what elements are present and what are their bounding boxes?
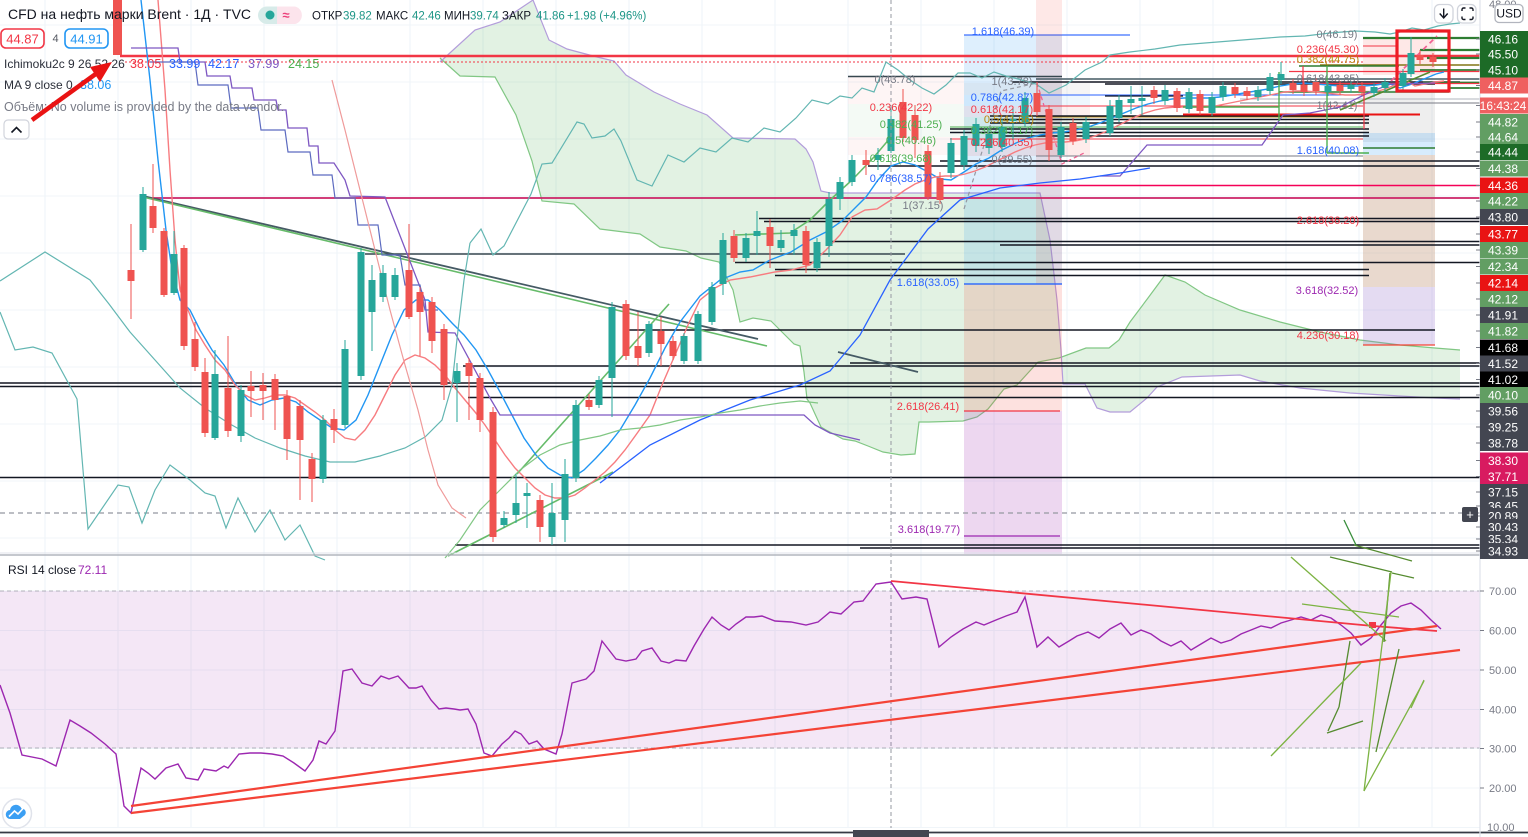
svg-text:37.15: 37.15 <box>1488 486 1518 500</box>
svg-text:0.618(43.85): 0.618(43.85) <box>1297 73 1359 85</box>
svg-text:44.22: 44.22 <box>1488 195 1518 209</box>
svg-text:41.68: 41.68 <box>1488 341 1518 355</box>
svg-text:3.618(32.52): 3.618(32.52) <box>1296 285 1358 297</box>
svg-text:50.00: 50.00 <box>1489 665 1517 677</box>
svg-text:0(46.19): 0(46.19) <box>1317 29 1358 41</box>
svg-text:0.236(42.22): 0.236(42.22) <box>870 102 932 114</box>
svg-text:+: + <box>1466 507 1474 522</box>
svg-text:60.00: 60.00 <box>1489 626 1517 638</box>
svg-text:0.382(41.17): 0.382(41.17) <box>971 125 1033 137</box>
svg-text:1(37.15): 1(37.15) <box>903 200 944 212</box>
svg-text:10.00: 10.00 <box>1487 822 1515 834</box>
svg-text:44.38: 44.38 <box>1488 162 1518 176</box>
svg-text:41.52: 41.52 <box>1488 357 1518 371</box>
svg-text:33.99: 33.99 <box>169 57 200 71</box>
svg-text:MA 9 close 0: MA 9 close 0 <box>4 78 73 92</box>
svg-text:1(43.78): 1(43.78) <box>992 76 1033 88</box>
svg-text:34.93: 34.93 <box>1488 545 1518 559</box>
svg-text:43.80: 43.80 <box>1488 211 1518 225</box>
svg-text:0.236(40.55): 0.236(40.55) <box>971 137 1033 149</box>
svg-text:43.39: 43.39 <box>1488 244 1518 258</box>
svg-text:20.00: 20.00 <box>1489 783 1517 795</box>
svg-text:38.05: 38.05 <box>130 57 161 71</box>
svg-text:41.86: 41.86 <box>536 11 565 23</box>
svg-text:41.82: 41.82 <box>1488 325 1518 339</box>
svg-text:0.618(42.17): 0.618(42.17) <box>971 104 1033 116</box>
svg-text:44.82: 44.82 <box>1488 116 1518 130</box>
svg-text:44.87: 44.87 <box>6 32 39 47</box>
svg-text:16:43:24: 16:43:24 <box>1480 99 1527 113</box>
svg-text:37.99: 37.99 <box>248 57 279 71</box>
svg-text:0.786(42.87): 0.786(42.87) <box>971 92 1033 104</box>
svg-text:40.00: 40.00 <box>1489 705 1517 717</box>
svg-text:USD: USD <box>1496 7 1522 21</box>
svg-text:46.16: 46.16 <box>1488 33 1518 47</box>
svg-text:RSI 14 close: RSI 14 close <box>8 563 76 577</box>
svg-text:0.5(40.46): 0.5(40.46) <box>886 135 936 147</box>
svg-text:CFD на нефть марки Brent · 1Д: CFD на нефть марки Brent · 1Д · TVC <box>8 6 251 22</box>
svg-text:3.618(19.77): 3.618(19.77) <box>898 524 960 536</box>
svg-text:0.382(44.75): 0.382(44.75) <box>1297 54 1359 66</box>
svg-text:30.00: 30.00 <box>1489 744 1517 756</box>
svg-text:0(39.55): 0(39.55) <box>992 154 1033 166</box>
svg-text:38.78: 38.78 <box>1488 437 1518 451</box>
svg-text:42.17: 42.17 <box>208 57 239 71</box>
svg-text:44.36: 44.36 <box>1488 179 1518 193</box>
svg-text:42.34: 42.34 <box>1488 260 1518 274</box>
svg-text:41.91: 41.91 <box>1488 309 1518 323</box>
svg-text:0.236(45.30): 0.236(45.30) <box>1297 44 1359 56</box>
svg-text:45.50: 45.50 <box>1488 48 1518 62</box>
svg-text:Объём: No volume is provided b: Объём: No volume is provided by the data… <box>4 100 284 114</box>
svg-text:72.11: 72.11 <box>78 563 107 577</box>
svg-text:0.786(38.57): 0.786(38.57) <box>870 173 932 185</box>
svg-text:40.10: 40.10 <box>1488 389 1518 403</box>
svg-text:1.618(46.39): 1.618(46.39) <box>972 26 1034 38</box>
svg-text:42.12: 42.12 <box>1488 293 1518 307</box>
svg-text:42.14: 42.14 <box>1488 277 1518 291</box>
svg-text:70.00: 70.00 <box>1489 586 1517 598</box>
svg-text:2.618(36.20): 2.618(36.20) <box>1297 215 1359 227</box>
svg-text:41.02: 41.02 <box>1488 373 1518 387</box>
svg-text:42.46: 42.46 <box>412 11 441 23</box>
svg-text:0.382(41.25): 0.382(41.25) <box>880 119 942 131</box>
svg-text:1.618(33.05): 1.618(33.05) <box>897 277 959 289</box>
svg-text:44.91: 44.91 <box>70 32 103 47</box>
svg-text:1.618(40.08): 1.618(40.08) <box>1297 145 1359 157</box>
svg-text:0(43.78): 0(43.78) <box>875 74 916 86</box>
svg-text:39.82: 39.82 <box>343 11 372 23</box>
svg-text:4: 4 <box>52 33 58 45</box>
svg-text:0.5(41.66): 0.5(41.66) <box>984 114 1034 126</box>
svg-text:ОТКР: ОТКР <box>312 11 343 23</box>
svg-text:МИН: МИН <box>444 11 470 23</box>
svg-text:≈: ≈ <box>282 8 289 23</box>
svg-text:0.618(39.68): 0.618(39.68) <box>870 153 932 165</box>
svg-text:24.15: 24.15 <box>288 57 319 71</box>
svg-text:39.74: 39.74 <box>470 11 499 23</box>
svg-text:МАКС: МАКС <box>376 11 408 23</box>
svg-text:39.56: 39.56 <box>1488 405 1518 419</box>
svg-text:2.618(26.41): 2.618(26.41) <box>897 401 959 413</box>
svg-text:ЗАКР: ЗАКР <box>502 11 531 23</box>
svg-text:44.64: 44.64 <box>1488 131 1518 145</box>
svg-text:43.77: 43.77 <box>1488 228 1518 242</box>
svg-text:+1.98 (+4.96%): +1.98 (+4.96%) <box>567 11 646 23</box>
svg-text:44.44: 44.44 <box>1488 146 1518 160</box>
svg-text:38.30: 38.30 <box>1488 454 1518 468</box>
svg-text:4.236(30.18): 4.236(30.18) <box>1297 330 1359 342</box>
svg-text:37.71: 37.71 <box>1488 470 1518 484</box>
svg-text:44.87: 44.87 <box>1488 79 1518 93</box>
svg-text:1(42.41): 1(42.41) <box>1317 100 1358 112</box>
svg-text:39.25: 39.25 <box>1488 421 1518 435</box>
svg-text:45.10: 45.10 <box>1488 64 1518 78</box>
